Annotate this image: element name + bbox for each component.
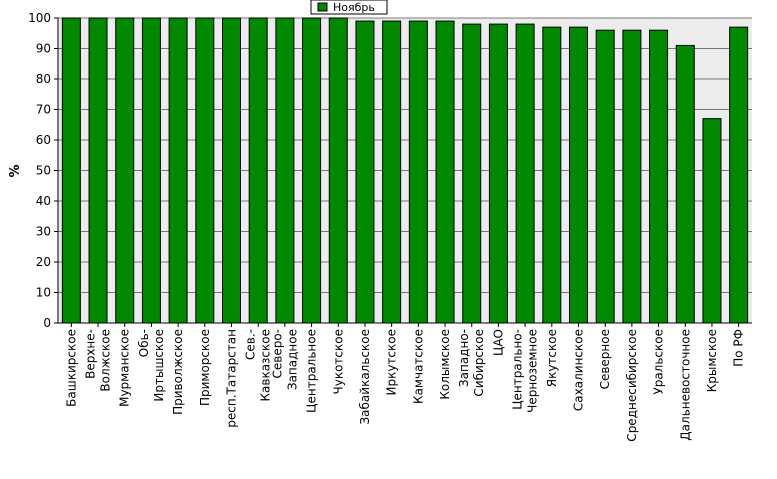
bar[interactable] (222, 17, 241, 324)
bar[interactable] (302, 17, 322, 324)
y-tick-label: 80 (36, 72, 51, 86)
bar[interactable] (462, 23, 482, 324)
x-category-label: Черноземное (526, 329, 540, 413)
x-category-label: Якутское (545, 329, 559, 387)
bar[interactable] (88, 17, 108, 324)
legend[interactable]: Ноябрь (310, 0, 388, 15)
x-category-label: Обь- (137, 329, 151, 357)
x-category-label: Северное (598, 329, 612, 389)
bar[interactable] (141, 17, 161, 324)
x-category-label: респ.Татарстан (225, 329, 239, 428)
bar[interactable] (408, 20, 428, 324)
bar[interactable] (702, 118, 722, 324)
x-category-label: Приволжское (171, 329, 185, 415)
bar[interactable] (675, 44, 695, 324)
legend-swatch (317, 2, 328, 12)
y-tick-label: 100 (28, 11, 51, 25)
x-category-label: Крымское (705, 329, 719, 392)
bar[interactable] (542, 26, 562, 324)
x-axis-categories: Башкирское Верхне- Волжское Мурманское Обь- И… (64, 323, 746, 442)
x-category-label: Северо- (270, 329, 284, 379)
x-category-label: Сибирское (472, 329, 486, 397)
x-category-label: Дальневосточное (678, 329, 692, 441)
x-category-label: По РФ (732, 329, 746, 367)
x-category-label: Центрально- (511, 329, 525, 410)
x-category-label: Западно- (457, 329, 471, 387)
x-category-label: Сахалинское (572, 329, 586, 411)
bar[interactable] (168, 17, 188, 324)
x-category-label: Кавказское (259, 329, 273, 402)
bar[interactable] (435, 20, 455, 324)
x-category-label: Верхне- (84, 329, 98, 379)
x-category-label: ЦАО (491, 329, 505, 356)
bar[interactable] (595, 29, 615, 324)
x-category-label: Уральское (652, 329, 666, 395)
bar[interactable] (355, 20, 375, 324)
y-tick-label: 60 (36, 133, 51, 147)
bar[interactable] (328, 17, 348, 324)
y-tick-label: 40 (36, 194, 51, 208)
bar[interactable] (569, 26, 588, 324)
x-category-label: Среднесибирское (625, 329, 639, 442)
x-category-label: Центральное (305, 329, 319, 413)
x-category-label: Колымское (438, 329, 452, 400)
y-tick-label: 90 (36, 42, 51, 56)
y-axis-ticks: 0 10 20 30 40 50 60 70 80 90 100 (28, 11, 58, 330)
bar[interactable] (275, 17, 295, 324)
y-axis-label: % (8, 164, 23, 177)
y-tick-label: 70 (36, 103, 51, 117)
bar[interactable] (649, 29, 669, 324)
x-category-label: Башкирское (64, 329, 78, 407)
y-tick-label: 10 (36, 286, 51, 300)
bar[interactable] (61, 17, 81, 324)
x-category-label: Мурманское (118, 329, 132, 407)
x-category-label: Иркутское (385, 329, 399, 396)
bar[interactable] (729, 26, 749, 324)
bar[interactable] (248, 17, 268, 324)
x-category-label: Приморское (198, 329, 212, 406)
bar[interactable] (488, 23, 508, 324)
x-category-label: Иртышское (152, 329, 166, 402)
bar[interactable] (195, 17, 215, 324)
y-tick-label: 30 (36, 225, 51, 239)
x-category-label: Западное (285, 329, 299, 390)
x-category-label: Чукотское (331, 329, 345, 394)
y-tick-label: 0 (43, 316, 51, 330)
x-category-label: Сев.- (244, 329, 258, 360)
bar[interactable] (515, 23, 535, 324)
x-category-label: Забайкальское (358, 329, 372, 425)
y-tick-label: 50 (36, 164, 51, 178)
bar[interactable] (622, 29, 642, 324)
x-category-label: Камчатское (411, 329, 425, 404)
x-category-label: Волжское (99, 329, 113, 392)
legend-box (310, 0, 388, 15)
bar[interactable] (115, 17, 135, 324)
y-tick-label: 20 (36, 255, 51, 269)
bar[interactable] (382, 20, 402, 324)
legend-label: Ноябрь (333, 1, 375, 14)
